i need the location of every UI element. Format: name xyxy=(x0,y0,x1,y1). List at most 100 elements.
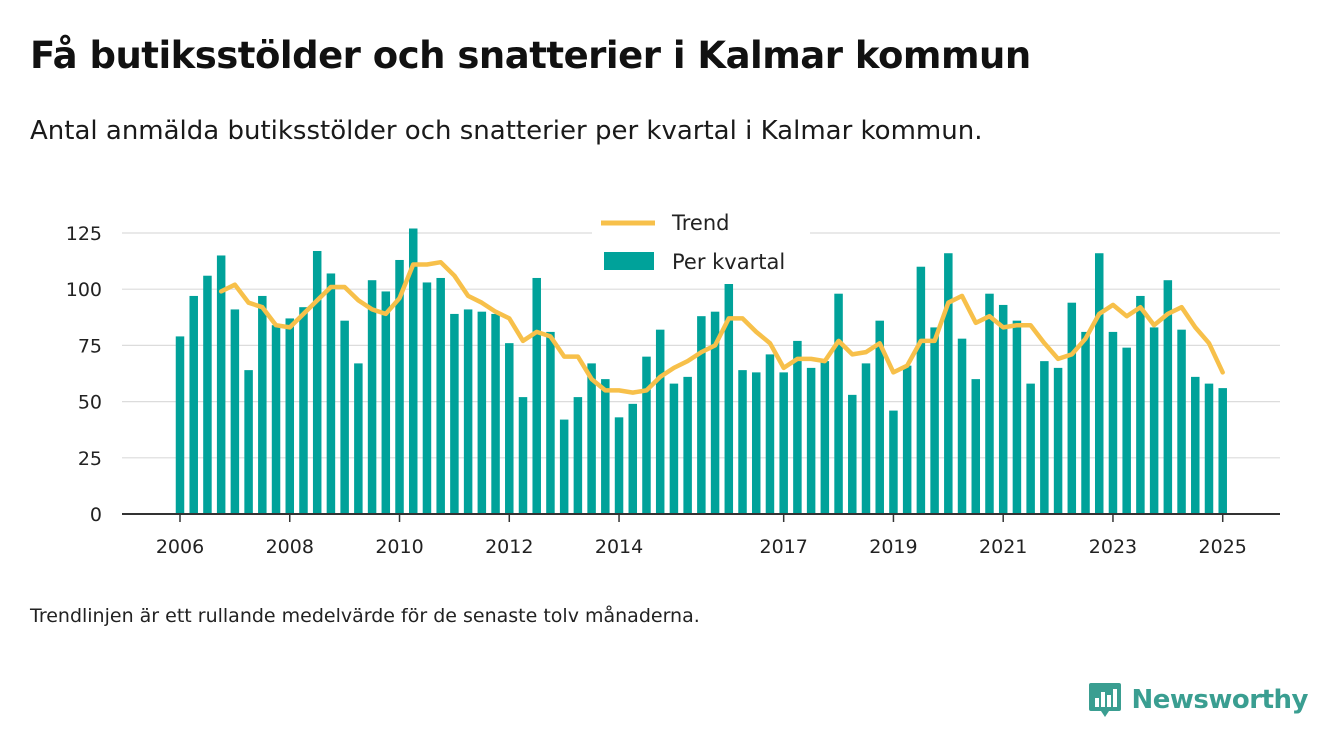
bar xyxy=(930,327,939,514)
x-tick-label: 2017 xyxy=(760,536,808,558)
x-tick-label: 2019 xyxy=(869,536,917,558)
bar xyxy=(189,295,198,514)
bar xyxy=(1191,376,1200,514)
newsworthy-logo-icon xyxy=(1088,683,1121,717)
x-tick-label: 2023 xyxy=(1089,536,1137,558)
bar xyxy=(573,397,583,514)
trend-line-group xyxy=(218,259,1225,395)
bar xyxy=(861,363,871,514)
bar xyxy=(710,311,720,514)
bar xyxy=(1081,331,1090,514)
bar xyxy=(559,419,569,514)
bar xyxy=(587,363,596,514)
bar xyxy=(601,379,610,514)
bar xyxy=(889,410,898,514)
bar xyxy=(669,383,679,514)
bar xyxy=(1026,383,1035,514)
y-tick-label: 100 xyxy=(66,279,102,301)
bar xyxy=(834,293,843,514)
bar xyxy=(532,277,541,514)
bar xyxy=(381,291,391,514)
bar xyxy=(765,354,775,514)
bar xyxy=(216,255,226,515)
bar xyxy=(436,277,445,514)
legend-trend-label: Trend xyxy=(671,211,729,235)
x-tick-label: 2014 xyxy=(595,536,643,558)
legend-bar-swatch xyxy=(604,252,654,270)
y-tick-label: 75 xyxy=(78,335,102,357)
footnote: Trendlinjen är ett rullande medelvärde f… xyxy=(30,605,700,627)
bar xyxy=(312,250,322,514)
bar xyxy=(271,325,281,514)
bar xyxy=(738,370,747,514)
bar xyxy=(971,379,981,514)
bar xyxy=(1163,280,1173,514)
legend-background xyxy=(592,206,810,284)
y-tick-label: 0 xyxy=(90,504,102,526)
chart-title: Få butiksstölder och snatterier i Kalmar… xyxy=(30,34,1031,77)
bar xyxy=(985,293,994,514)
bar xyxy=(779,372,788,514)
bar xyxy=(628,403,638,514)
y-axis: 0 25 50 75 100 125 xyxy=(66,223,102,526)
bar xyxy=(1177,329,1186,514)
x-tick-label: 2025 xyxy=(1199,536,1247,558)
bar xyxy=(683,376,692,514)
bar xyxy=(1040,361,1049,514)
bar xyxy=(518,397,528,514)
bar xyxy=(1067,302,1077,514)
x-tick-label: 2021 xyxy=(979,536,1027,558)
bar xyxy=(203,275,212,514)
bar xyxy=(354,363,363,514)
bar xyxy=(395,259,404,514)
newsworthy-logo[interactable]: Newsworthy xyxy=(1088,681,1309,719)
bar xyxy=(491,313,500,514)
x-tick-label: 2010 xyxy=(375,536,423,558)
x-tick-label: 2008 xyxy=(266,536,314,558)
bar xyxy=(793,340,802,514)
bar xyxy=(326,273,336,514)
newsworthy-logo-text: Newsworthy xyxy=(1131,685,1309,715)
x-tick-label: 2006 xyxy=(156,536,204,558)
bar xyxy=(1149,327,1159,514)
bar xyxy=(1053,367,1063,514)
bar xyxy=(944,253,953,514)
bar xyxy=(957,338,967,514)
bar xyxy=(505,343,514,514)
bar xyxy=(1218,388,1227,514)
bar xyxy=(340,320,349,514)
bar xyxy=(820,361,830,514)
bar xyxy=(422,282,432,514)
chart-subtitle: Antal anmälda butiksstölder och snatteri… xyxy=(30,116,983,146)
bar xyxy=(1122,347,1131,514)
y-tick-label: 125 xyxy=(66,223,102,245)
bar xyxy=(614,417,624,514)
bar xyxy=(1136,295,1145,514)
x-axis: 2006 2008 2010 2012 2014 2017 2019 2021 2023 2025 xyxy=(122,513,1280,558)
y-tick-label: 25 xyxy=(78,448,102,470)
bar xyxy=(1012,320,1022,514)
bar xyxy=(299,307,308,514)
bar xyxy=(477,311,487,514)
bar xyxy=(463,309,473,514)
bar xyxy=(230,309,240,514)
legend: Trend Per kvartal xyxy=(592,206,810,284)
bar xyxy=(848,394,857,514)
bar xyxy=(1108,331,1118,514)
bar xyxy=(258,295,267,514)
bar xyxy=(450,313,459,514)
bar xyxy=(1204,383,1214,514)
bar xyxy=(367,280,377,514)
bar xyxy=(724,273,734,514)
bar xyxy=(655,329,665,514)
bars xyxy=(175,228,1227,515)
bar xyxy=(751,372,761,514)
legend-bar-label: Per kvartal xyxy=(672,250,785,274)
bar xyxy=(998,304,1008,514)
y-tick-label: 50 xyxy=(78,392,102,414)
x-tick-label: 2012 xyxy=(485,536,533,558)
bar xyxy=(175,336,185,514)
bar xyxy=(916,266,926,514)
bar xyxy=(902,365,912,514)
